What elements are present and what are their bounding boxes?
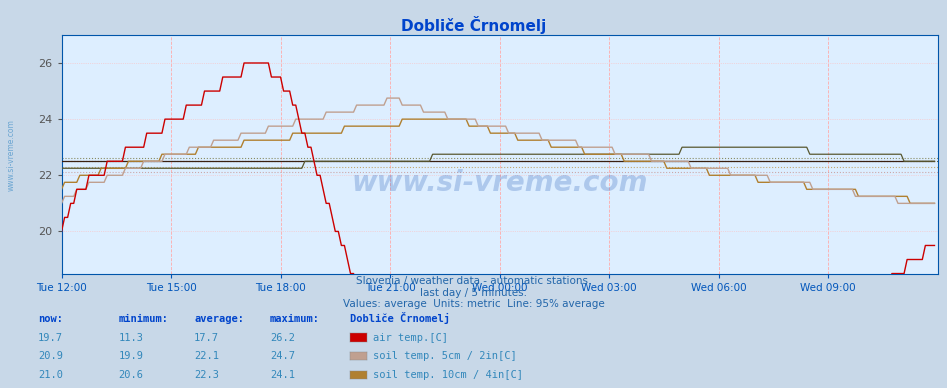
- Text: Values: average  Units: metric  Line: 95% average: Values: average Units: metric Line: 95% …: [343, 299, 604, 309]
- Text: www.si-vreme.com: www.si-vreme.com: [351, 169, 648, 197]
- Text: Dobliče Črnomelj: Dobliče Črnomelj: [350, 312, 451, 324]
- Text: Slovenia / weather data - automatic stations.: Slovenia / weather data - automatic stat…: [356, 276, 591, 286]
- Text: soil temp. 10cm / 4in[C]: soil temp. 10cm / 4in[C]: [373, 370, 523, 380]
- Text: average:: average:: [194, 314, 244, 324]
- Text: Dobliče Črnomelj: Dobliče Črnomelj: [401, 16, 546, 33]
- Text: 17.7: 17.7: [194, 333, 219, 343]
- Text: 20.9: 20.9: [38, 351, 63, 361]
- Text: 22.3: 22.3: [194, 370, 219, 380]
- Text: 19.9: 19.9: [118, 351, 143, 361]
- Text: www.si-vreme.com: www.si-vreme.com: [7, 119, 16, 191]
- Text: 19.7: 19.7: [38, 333, 63, 343]
- Text: maximum:: maximum:: [270, 314, 320, 324]
- Text: 26.2: 26.2: [270, 333, 295, 343]
- Text: last day / 5 minutes.: last day / 5 minutes.: [420, 288, 527, 298]
- Text: now:: now:: [38, 314, 63, 324]
- Text: 11.3: 11.3: [118, 333, 143, 343]
- Text: 20.6: 20.6: [118, 370, 143, 380]
- Text: 24.7: 24.7: [270, 351, 295, 361]
- Text: air temp.[C]: air temp.[C]: [373, 333, 448, 343]
- Text: 21.0: 21.0: [38, 370, 63, 380]
- Text: 24.1: 24.1: [270, 370, 295, 380]
- Text: 22.1: 22.1: [194, 351, 219, 361]
- Text: soil temp. 5cm / 2in[C]: soil temp. 5cm / 2in[C]: [373, 351, 517, 361]
- Text: minimum:: minimum:: [118, 314, 169, 324]
